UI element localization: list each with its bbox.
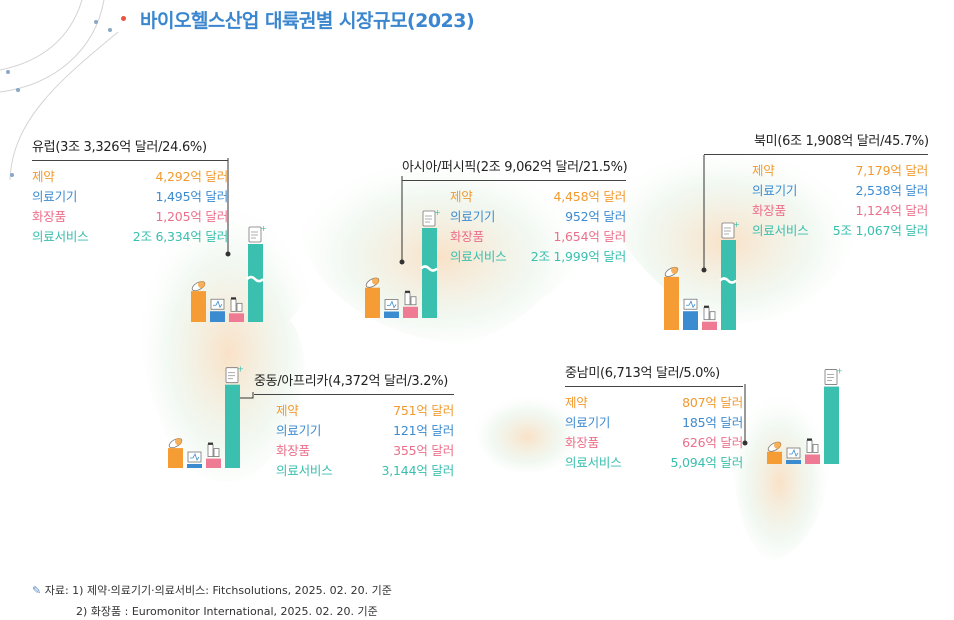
source-footnote-1: ✎ 자료: 1) 제약·의료기기·의료서비스: Fitchsolutions, …: [32, 584, 392, 597]
bar-pharma: [191, 291, 206, 322]
monitor-icon: [187, 451, 202, 463]
row-cosmetics: 화장품 355억 달러: [276, 443, 454, 458]
decor-arc-1: [0, 0, 83, 71]
svg-text:+: +: [237, 365, 244, 374]
landmass-south-america: [729, 388, 830, 560]
bar-device: [786, 460, 801, 464]
svg-text:+: +: [733, 220, 740, 229]
bar-service: [422, 228, 437, 318]
cosmetics-icon: [703, 305, 716, 321]
cosmetics-icon: [806, 438, 819, 453]
landmass-europe-africa: [139, 195, 319, 482]
row-device: 의료기기 952억 달러: [450, 209, 626, 224]
row-device: 의료기기 185억 달러: [565, 415, 743, 430]
row-cosmetics: 화장품 1,124억 달러: [752, 203, 928, 218]
region-title: 아시아/퍼시픽(2조 9,062억 달러/21.5%): [402, 160, 628, 175]
monitor-icon: [384, 299, 399, 310]
cosmetics-icon: [207, 442, 220, 457]
bar-cosmetics: [206, 458, 221, 468]
pill-icon: [767, 441, 782, 452]
row-device: 의료기기 121억 달러: [276, 423, 454, 438]
row-service: 의료서비스 5,094억 달러: [565, 455, 743, 470]
row-pharma: 제약 807억 달러: [565, 395, 743, 410]
pill-icon: [365, 277, 380, 288]
row-pharma: 제약 4,458억 달러: [450, 189, 626, 204]
clipboard-icon: +: [248, 224, 267, 243]
row-device: 의료기기 2,538억 달러: [752, 183, 928, 198]
region-europe: 유럽(3조 3,326억 달러/24.6%) 제약 4,292억 달러 의료기기 1…: [32, 136, 228, 247]
bar-pharma: [365, 287, 380, 318]
svg-text:+: +: [434, 208, 441, 217]
pin-icon: ✎: [32, 584, 42, 597]
row-service: 의료서비스 2조 1,999억 달러: [450, 249, 626, 264]
pill-icon: [191, 281, 206, 292]
svg-text:+: +: [260, 224, 267, 233]
bar-chart-4: +: [168, 365, 254, 468]
bar-chart-3: +: [664, 155, 740, 330]
region-latin-america: 중남미(6,713억 달러/5.0%) 제약 807억 달러 의료기기 185억 달…: [565, 362, 743, 473]
axis-break-mark: [246, 275, 264, 283]
row-service: 의료서비스 3,144억 달러: [276, 463, 454, 478]
bar-chart-5: +: [742, 367, 843, 464]
region-title: 중동/아프리카(4,372억 달러/3.2%): [254, 374, 449, 389]
row-pharma: 제약 4,292억 달러: [32, 169, 228, 184]
bar-cosmetics: [403, 306, 418, 318]
region-title: 중남미(6,713억 달러/5.0%): [565, 366, 720, 381]
clipboard-icon: +: [225, 365, 244, 384]
bar-service: [721, 240, 736, 330]
region-title: 유럽(3조 3,326억 달러/24.6%): [32, 140, 207, 155]
pill-icon: [664, 266, 679, 277]
bar-service: [824, 386, 839, 464]
leader-dot: [701, 267, 707, 273]
region-middle-east-africa: 중동/아프리카(4,372억 달러/3.2%) 제약 751억 달러 의료기기 12…: [254, 370, 454, 481]
bar-device: [384, 311, 399, 318]
decor-arc-3: [9, 31, 119, 181]
bar-device: [210, 311, 225, 322]
clipboard-icon: +: [721, 220, 740, 239]
bar-service: [248, 244, 263, 322]
landmass-australia: [474, 393, 581, 473]
pill-icon: [168, 438, 183, 449]
axis-break-mark: [420, 265, 438, 272]
bar-cosmetics: [805, 454, 820, 464]
leader-dot: [399, 259, 405, 265]
row-cosmetics: 화장품 626억 달러: [565, 435, 743, 450]
monitor-icon: [210, 298, 225, 310]
cosmetics-icon: [404, 290, 417, 306]
bar-device: [683, 311, 698, 330]
leader-dot: [225, 251, 231, 257]
row-cosmetics: 화장품 1,654억 달러: [450, 229, 626, 244]
bar-cosmetics: [702, 321, 717, 330]
row-service: 의료서비스 2조 6,334억 달러: [32, 229, 228, 244]
title-bullet: [121, 16, 126, 21]
region-title: 북미(6조 1,908억 달러/45.7%): [754, 134, 929, 149]
bar-pharma: [664, 276, 679, 330]
row-device: 의료기기 1,495억 달러: [32, 189, 228, 204]
row-pharma: 제약 7,179억 달러: [752, 163, 928, 178]
bar-chart-1: +: [191, 158, 267, 322]
bar-pharma: [168, 448, 183, 468]
monitor-icon: [786, 447, 801, 459]
bar-cosmetics: [229, 313, 244, 322]
cosmetics-icon: [230, 297, 243, 312]
leader-dot: [742, 440, 748, 446]
row-pharma: 제약 751억 달러: [276, 403, 454, 418]
row-cosmetics: 화장품 1,205억 달러: [32, 209, 228, 224]
bar-device: [187, 464, 202, 468]
page-title: 바이오헬스산업 대륙권별 시장규모(2023): [140, 10, 475, 32]
svg-text:+: +: [836, 367, 843, 376]
bar-pharma: [767, 451, 782, 464]
bar-service: [225, 384, 240, 468]
monitor-icon: [683, 298, 698, 310]
bar-chart-2: +: [365, 176, 441, 318]
source-footnote-2: 2) 화장품 : Euromonitor International, 2025…: [76, 605, 378, 618]
region-north-america: 북미(6조 1,908억 달러/45.7%) 제약 7,179억 달러 의료기기 2…: [704, 130, 929, 241]
region-asia-pacific: 아시아/퍼시픽(2조 9,062억 달러/21.5%) 제약 4,458억 달러 …: [402, 156, 628, 267]
row-service: 의료서비스 5조 1,067억 달러: [752, 223, 928, 238]
axis-break-mark: [719, 277, 737, 284]
clipboard-icon: +: [824, 367, 843, 385]
clipboard-icon: +: [422, 208, 441, 227]
